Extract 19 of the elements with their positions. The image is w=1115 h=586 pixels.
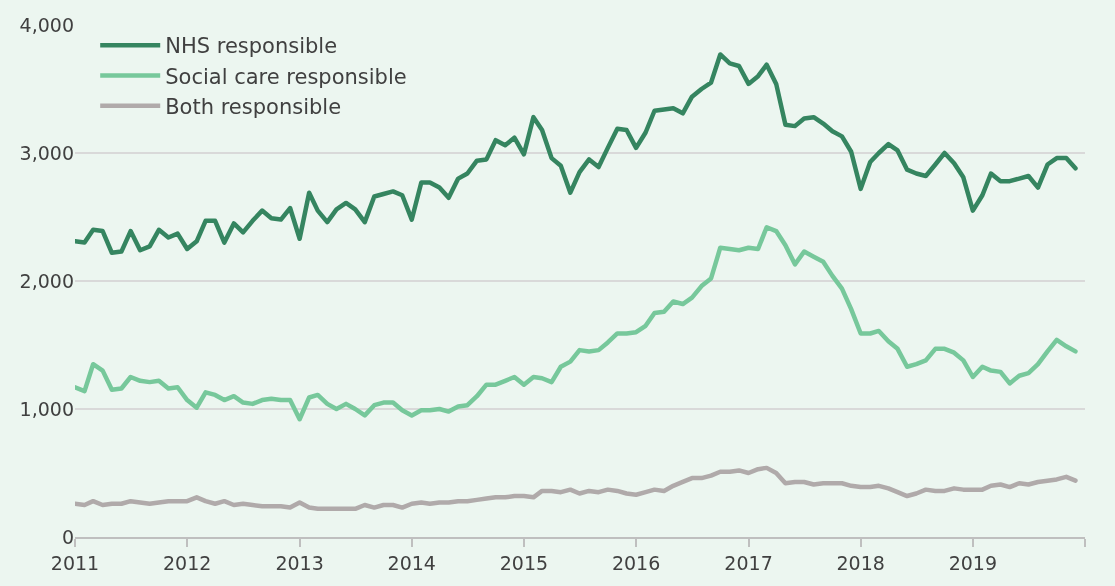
y-tick-label: 2,000 [19,269,74,292]
x-tick-label: 2013 [275,551,324,574]
y-tick-label: 0 [61,525,74,548]
y-tick-label: 4,000 [19,13,74,36]
legend-label: Social care responsible [165,64,407,89]
legend-label: Both responsible [165,94,342,119]
y-tick-label: 1,000 [19,397,74,420]
x-tick-label: 2016 [611,551,661,574]
x-tick-label: 2017 [724,551,773,574]
y-tick-label: 3,000 [19,141,74,164]
x-tick-label: 2011 [50,551,100,574]
x-tick-label: 2018 [836,551,885,574]
x-tick-label: 2019 [948,551,998,574]
legend-label: NHS responsible [165,34,338,59]
line-series [75,465,1078,512]
x-tick-label: 2012 [162,551,212,574]
line-series [75,224,1078,422]
x-tick-label: 2015 [499,551,549,574]
x-tick-label: 2014 [387,551,436,574]
